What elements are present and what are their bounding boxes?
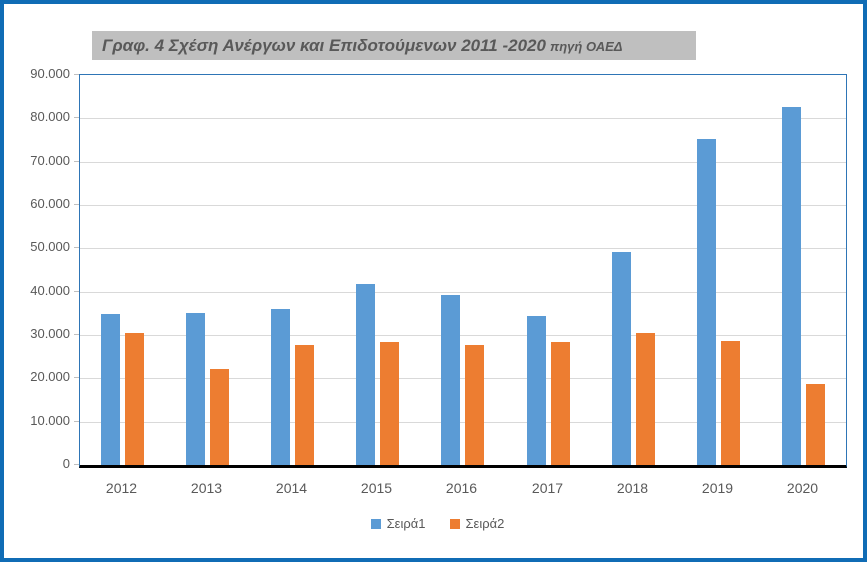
legend-item-Σειρά2[interactable]: Σειρά2 (449, 516, 505, 531)
bar-group-2019 (676, 75, 761, 465)
y-axis-tick-mark (74, 204, 79, 205)
y-axis-tick-mark (74, 161, 79, 162)
bar-Σειρά1-2016[interactable] (441, 295, 460, 465)
y-axis-tick-label: 60.000 (30, 196, 70, 211)
legend-label: Σειρά1 (386, 516, 426, 531)
y-axis-tick-mark (74, 334, 79, 335)
bar-Σειρά1-2013[interactable] (186, 313, 205, 465)
plot-area (79, 74, 847, 468)
bar-Σειρά1-2020[interactable] (782, 107, 801, 465)
y-axis-tick-mark (74, 464, 79, 465)
y-axis-tick-mark (74, 247, 79, 248)
chart-title-source: πηγή ΟΑΕΔ (549, 39, 623, 54)
legend: Σειρά1 Σειρά2 (4, 516, 863, 531)
legend-item-Σειρά1[interactable]: Σειρά1 (370, 516, 426, 531)
bar-Σειρά2-2014[interactable] (295, 345, 314, 465)
bar-Σειρά2-2018[interactable] (636, 333, 655, 465)
y-axis-tick-label: 10.000 (30, 413, 70, 428)
x-axis-tick-label: 2017 (531, 480, 564, 496)
y-axis-tick-mark (74, 291, 79, 292)
bar-Σειρά1-2014[interactable] (271, 309, 290, 465)
x-axis-tick-label: 2018 (616, 480, 649, 496)
bar-Σειρά2-2013[interactable] (210, 369, 229, 465)
bar-Σειρά1-2015[interactable] (356, 284, 375, 465)
x-axis-tick-label: 2019 (701, 480, 734, 496)
bar-group-2018 (591, 75, 676, 465)
gridline (80, 335, 846, 336)
bar-Σειρά1-2017[interactable] (527, 316, 546, 465)
y-axis-tick-label: 20.000 (30, 369, 70, 384)
legend-swatch-icon (449, 518, 460, 529)
y-axis-tick-label: 50.000 (30, 239, 70, 254)
bar-Σειρά2-2017[interactable] (551, 342, 570, 465)
bar-Σειρά2-2019[interactable] (721, 341, 740, 465)
x-axis-tick-label: 2013 (190, 480, 223, 496)
y-axis-tick-mark (74, 377, 79, 378)
gridline (80, 248, 846, 249)
bar-Σειρά1-2018[interactable] (612, 252, 631, 465)
y-axis-tick-label: 0 (62, 456, 70, 471)
x-axis-tick-label: 2020 (786, 480, 819, 496)
bar-group-2020 (761, 75, 846, 465)
gridline (80, 422, 846, 423)
bar-group-2014 (250, 75, 335, 465)
x-axis: 2012 2013 2014 2015 2016 2017 2018 2019 2020 (79, 478, 847, 498)
y-axis-tick-mark (74, 421, 79, 422)
y-axis-tick-label: 70.000 (30, 153, 70, 168)
legend-swatch-icon (370, 518, 381, 529)
gridline (80, 205, 846, 206)
y-axis-tick-label: 90.000 (30, 66, 70, 81)
x-axis-tick-label: 2012 (105, 480, 138, 496)
y-axis-tick-label: 40.000 (30, 283, 70, 298)
bar-Σειρά2-2015[interactable] (380, 342, 399, 465)
bar-group-2017 (506, 75, 591, 465)
bar-Σειρά1-2012[interactable] (101, 314, 120, 465)
chart-title[interactable]: Γραφ. 4 Σχέση Ανέργων και Επιδοτούμενων … (92, 31, 696, 60)
gridline (80, 292, 846, 293)
gridline (80, 378, 846, 379)
bar-Σειρά2-2012[interactable] (125, 333, 144, 465)
gridline (80, 162, 846, 163)
gridline (80, 118, 846, 119)
y-axis-tick-label: 80.000 (30, 109, 70, 124)
bar-Σειρά1-2019[interactable] (697, 139, 716, 465)
bar-group-2015 (335, 75, 420, 465)
chart-title-text: Γραφ. 4 Σχέση Ανέργων και Επιδοτούμενων … (102, 36, 546, 55)
bar-Σειρά2-2020[interactable] (806, 384, 825, 465)
y-axis-tick-label: 30.000 (30, 326, 70, 341)
x-axis-tick-label: 2016 (445, 480, 478, 496)
bar-group-2013 (165, 75, 250, 465)
y-axis-tick-mark (74, 74, 79, 75)
bar-Σειρά2-2016[interactable] (465, 345, 484, 465)
bar-group-2016 (420, 75, 505, 465)
y-axis-tick-mark (74, 117, 79, 118)
x-axis-tick-label: 2014 (275, 480, 308, 496)
x-axis-tick-label: 2015 (360, 480, 393, 496)
legend-label: Σειρά2 (465, 516, 505, 531)
bar-group-2012 (80, 75, 165, 465)
